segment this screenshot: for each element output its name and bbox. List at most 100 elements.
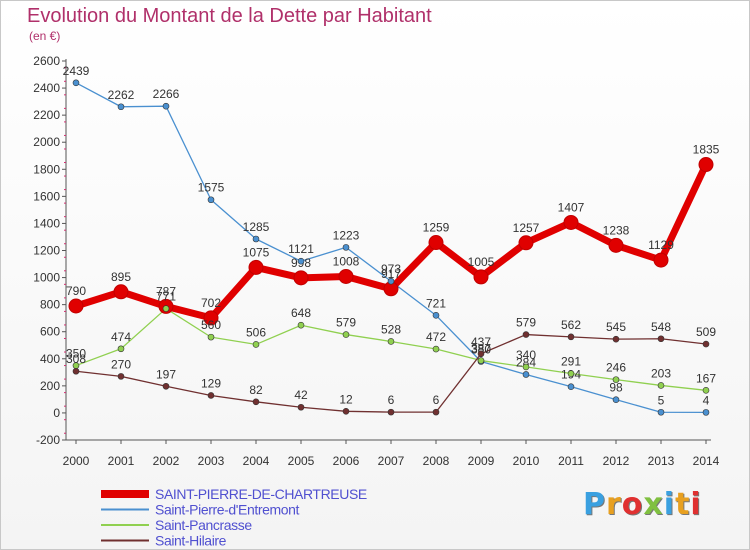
data-label: 579 bbox=[336, 316, 356, 330]
data-label: 1257 bbox=[513, 221, 540, 235]
x-tick-label: 2013 bbox=[648, 454, 675, 468]
legend-swatch bbox=[101, 539, 149, 542]
logo-letter: o bbox=[621, 487, 644, 522]
legend-swatch bbox=[101, 508, 149, 511]
y-tick-label: 1600 bbox=[33, 189, 60, 203]
data-label: 973 bbox=[381, 262, 401, 276]
data-point bbox=[338, 268, 354, 284]
data-point bbox=[297, 403, 305, 411]
data-label: 509 bbox=[696, 325, 716, 339]
data-point bbox=[252, 341, 260, 348]
data-point bbox=[428, 235, 444, 251]
data-point bbox=[162, 382, 170, 390]
data-point bbox=[702, 387, 710, 394]
x-tick-label: 2001 bbox=[108, 454, 135, 468]
x-tick-label: 2008 bbox=[423, 454, 450, 468]
data-point bbox=[702, 409, 710, 416]
data-point bbox=[518, 235, 534, 251]
data-point bbox=[522, 363, 530, 371]
data-label: 917 bbox=[381, 267, 401, 281]
data-point bbox=[473, 269, 489, 285]
data-point bbox=[432, 408, 440, 416]
data-label: 2262 bbox=[108, 88, 135, 102]
data-point bbox=[252, 235, 260, 243]
data-point bbox=[252, 398, 260, 406]
data-point bbox=[297, 321, 305, 329]
legend-swatch bbox=[101, 524, 149, 526]
x-tick-label: 2010 bbox=[513, 454, 540, 468]
data-label: 291 bbox=[561, 355, 581, 369]
data-label: 1008 bbox=[333, 254, 360, 268]
data-point bbox=[612, 396, 620, 403]
data-point bbox=[113, 284, 129, 300]
data-label: 6 bbox=[433, 393, 440, 407]
data-label: 579 bbox=[516, 316, 536, 330]
x-tick-label: 2007 bbox=[378, 454, 405, 468]
data-label: 1121 bbox=[288, 242, 314, 256]
data-point bbox=[477, 357, 485, 364]
legend-label: Saint-Pierre-d'Entremont bbox=[155, 502, 300, 518]
data-point bbox=[387, 408, 395, 416]
y-tick-label: 0 bbox=[53, 406, 60, 420]
y-tick-label: -200 bbox=[36, 433, 60, 447]
data-label: 562 bbox=[561, 318, 581, 332]
y-tick-label: 1000 bbox=[33, 271, 60, 285]
data-label: 1075 bbox=[243, 245, 270, 259]
data-label: 1129 bbox=[648, 238, 674, 252]
x-tick-label: 2014 bbox=[693, 454, 720, 468]
x-tick-label: 2002 bbox=[153, 454, 180, 468]
y-tick-label: 1200 bbox=[33, 244, 60, 258]
data-label: 472 bbox=[426, 330, 446, 344]
data-point bbox=[207, 333, 215, 341]
data-label: 721 bbox=[426, 296, 446, 310]
data-point bbox=[117, 103, 125, 111]
data-point bbox=[297, 257, 305, 265]
data-point bbox=[657, 382, 665, 389]
logo-letter: i bbox=[663, 487, 676, 522]
data-point bbox=[567, 383, 575, 390]
data-label: 1835 bbox=[693, 143, 720, 157]
data-label: 1407 bbox=[558, 200, 585, 214]
chart-subtitle: (en €) bbox=[29, 29, 61, 43]
legend-swatch bbox=[101, 490, 149, 498]
data-point bbox=[567, 333, 575, 341]
data-point bbox=[387, 277, 395, 285]
logo-letter: i bbox=[690, 487, 702, 522]
data-point bbox=[702, 340, 710, 348]
data-label: 350 bbox=[66, 347, 86, 361]
data-label: 506 bbox=[246, 325, 266, 339]
data-label: 1285 bbox=[243, 220, 270, 234]
logo-letter: t bbox=[675, 487, 691, 522]
data-point bbox=[248, 259, 264, 275]
y-tick-label: 2000 bbox=[33, 135, 60, 149]
data-label: 129 bbox=[201, 376, 221, 390]
data-label: 474 bbox=[111, 330, 131, 344]
data-point bbox=[657, 335, 665, 343]
data-point bbox=[203, 310, 219, 326]
data-point bbox=[653, 252, 669, 268]
data-label: 42 bbox=[294, 388, 308, 402]
data-point bbox=[612, 376, 620, 383]
data-label: 771 bbox=[156, 290, 176, 304]
data-point bbox=[432, 345, 440, 353]
data-point bbox=[117, 373, 125, 380]
x-tick-label: 2006 bbox=[333, 454, 360, 468]
data-point bbox=[522, 331, 530, 338]
y-tick-label: 600 bbox=[40, 325, 60, 339]
data-point bbox=[567, 370, 575, 377]
x-tick-label: 2005 bbox=[288, 454, 315, 468]
data-label: 895 bbox=[111, 270, 131, 284]
data-label: 5 bbox=[658, 393, 665, 407]
y-tick-label: 2400 bbox=[33, 81, 60, 95]
data-label: 246 bbox=[606, 361, 626, 375]
data-point bbox=[72, 79, 80, 87]
data-label: 82 bbox=[249, 383, 263, 397]
data-label: 548 bbox=[651, 320, 671, 334]
chart-title: Evolution du Montant de la Dette par Hab… bbox=[27, 5, 432, 27]
proxiti-logo: Proxiti bbox=[583, 487, 702, 522]
data-label: 197 bbox=[156, 367, 176, 381]
data-label: 284 bbox=[516, 355, 536, 369]
data-label: 12 bbox=[339, 392, 353, 406]
